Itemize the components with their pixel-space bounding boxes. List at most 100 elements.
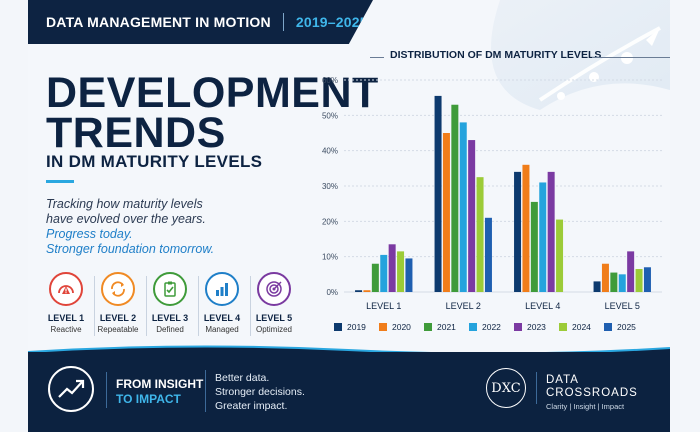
- bar-2024-level-5: [635, 269, 643, 292]
- legend-swatch-2019: [334, 323, 342, 331]
- bar-2022-level-4: [539, 182, 547, 292]
- bar-2019-level-2: [434, 95, 442, 293]
- level-4-title: LEVEL 4: [203, 313, 241, 323]
- bar-2022-level-1: [380, 254, 388, 292]
- bottom-divider: [205, 370, 206, 412]
- y-tick-label: 0%: [326, 288, 338, 297]
- legend-swatch-2024: [559, 323, 567, 331]
- x-tick-label: LEVEL 2: [446, 301, 481, 311]
- intro-line4: Stronger foundation tomorrow.: [46, 242, 215, 256]
- level-1-title: LEVEL 1: [47, 313, 85, 323]
- level-5-title: LEVEL 5: [255, 313, 293, 323]
- y-tick-label: 20%: [322, 217, 338, 226]
- accent-divider: [46, 180, 74, 183]
- maturity-levels: LEVEL 1 Reactive LEVEL 2 Repeatable LEVE…: [40, 272, 302, 342]
- level-2: LEVEL 2 Repeatable: [92, 272, 144, 334]
- legend-swatch-2023: [514, 323, 522, 331]
- y-tick-label: 30%: [322, 182, 338, 191]
- y-tick-label: 40%: [322, 147, 338, 156]
- bottom-headline-2: TO IMPACT: [116, 392, 181, 406]
- x-tick-label: LEVEL 5: [605, 301, 640, 311]
- bar-2023-level-4: [547, 171, 555, 292]
- level-divider: [250, 276, 251, 336]
- x-tick-label: LEVEL 1: [366, 301, 401, 311]
- bar-2020-level-1: [363, 290, 371, 292]
- headline-line1: DEVELOPMENT: [46, 69, 379, 117]
- refresh-cycle-icon: [101, 272, 135, 306]
- legend-swatch-2022: [469, 323, 477, 331]
- bar-2023-level-5: [627, 251, 635, 292]
- bar-2024-level-4: [556, 219, 564, 292]
- headline-sub: IN DM MATURITY LEVELS: [46, 152, 263, 171]
- legend-swatch-2025: [604, 323, 612, 331]
- logo-tagline: Clarity | Insight | Impact: [546, 402, 625, 411]
- level-5: LEVEL 5 Optimized: [248, 272, 300, 334]
- bar-2021-level-2: [451, 104, 459, 292]
- legend-label-2023: 2023: [527, 322, 546, 332]
- bar-2021-level-5: [610, 272, 618, 292]
- banner-separator: [282, 13, 284, 31]
- bar-chart: 0% 10% 20% 30% 40% 50% 60% LEVEL 1 LEVEL 2 LEVEL …: [322, 76, 662, 332]
- level-2-title: LEVEL 2: [99, 313, 137, 323]
- clipboard-check-icon: [153, 272, 187, 306]
- legend-label-2019: 2019: [347, 322, 366, 332]
- bar-chart-icon: [205, 272, 239, 306]
- intro-line2: have evolved over the years.: [46, 212, 206, 226]
- level-1-name: Reactive: [50, 325, 82, 334]
- bar-2022-level-2: [459, 122, 467, 293]
- level-divider: [146, 276, 147, 336]
- bar-2021-level-4: [530, 201, 538, 292]
- logo-name-line2: CROSSROADS: [546, 387, 638, 399]
- growth-arrow-icon: [48, 366, 94, 412]
- bottom-line-3: Greater impact.: [215, 400, 288, 412]
- level-divider: [198, 276, 199, 336]
- chart-title: DISTRIBUTION OF DM MATURITY LEVELS: [390, 49, 602, 61]
- legend-label-2024: 2024: [572, 322, 591, 332]
- top-banner: DATA MANAGEMENT IN MOTION 2019–2025: [28, 0, 373, 44]
- chart-title-rule-right: [592, 57, 670, 58]
- bar-2019-level-4: [514, 171, 522, 292]
- bar-2024-level-1: [397, 251, 405, 292]
- bar-2020-level-5: [601, 263, 609, 292]
- legend-label-2022: 2022: [482, 322, 501, 332]
- y-tick-label: 10%: [322, 253, 338, 262]
- legend-label-2021: 2021: [437, 322, 456, 332]
- bottom-bar: [28, 352, 670, 432]
- y-tick-label: 60%: [322, 76, 338, 85]
- level-divider: [94, 276, 95, 336]
- intro-text: Tracking how maturity levels have evolve…: [46, 197, 214, 257]
- y-tick-label: 50%: [322, 111, 338, 120]
- chart-title-row: DISTRIBUTION OF DM MATURITY LEVELS: [370, 49, 670, 65]
- bar-2020-level-4: [522, 164, 530, 292]
- legend-label-2025: 2025: [617, 322, 636, 332]
- bar-2024-level-2: [476, 177, 484, 292]
- intro-line3: Progress today.: [46, 227, 133, 241]
- bar-2025-level-1: [405, 258, 413, 292]
- level-3-name: Defined: [156, 325, 184, 334]
- level-5-name: Optimized: [255, 325, 292, 334]
- bottom-line-1: Better data.: [215, 372, 270, 384]
- bar-2021-level-1: [371, 263, 379, 292]
- x-tick-label: LEVEL 4: [525, 301, 560, 311]
- logo-name-line1: DATA: [546, 374, 579, 386]
- bar-2023-level-2: [468, 140, 476, 292]
- bar-2025-level-2: [484, 217, 492, 292]
- bar-2020-level-2: [442, 133, 450, 292]
- intro-line1: Tracking how maturity levels: [46, 197, 203, 211]
- legend-label-2020: 2020: [392, 322, 411, 332]
- headline-line2: TRENDS: [46, 109, 226, 157]
- legend-swatch-2020: [379, 323, 387, 331]
- level-3-title: LEVEL 3: [151, 313, 189, 323]
- bar-2025-level-5: [643, 267, 651, 292]
- target-icon: [257, 272, 291, 306]
- level-2-name: Repeatable: [97, 325, 139, 334]
- banner-title: DATA MANAGEMENT IN MOTION: [46, 14, 271, 30]
- level-3: LEVEL 3 Defined: [144, 272, 196, 334]
- bottom-line-2: Stronger decisions.: [215, 386, 305, 398]
- bottom-headline-1: FROM INSIGHT: [116, 377, 204, 391]
- level-4-name: Managed: [205, 325, 239, 334]
- banner-years: 2019–2025: [295, 14, 368, 30]
- bar-2023-level-1: [388, 244, 396, 292]
- warning-gauge-icon: [49, 272, 83, 306]
- bottom-divider: [106, 372, 107, 408]
